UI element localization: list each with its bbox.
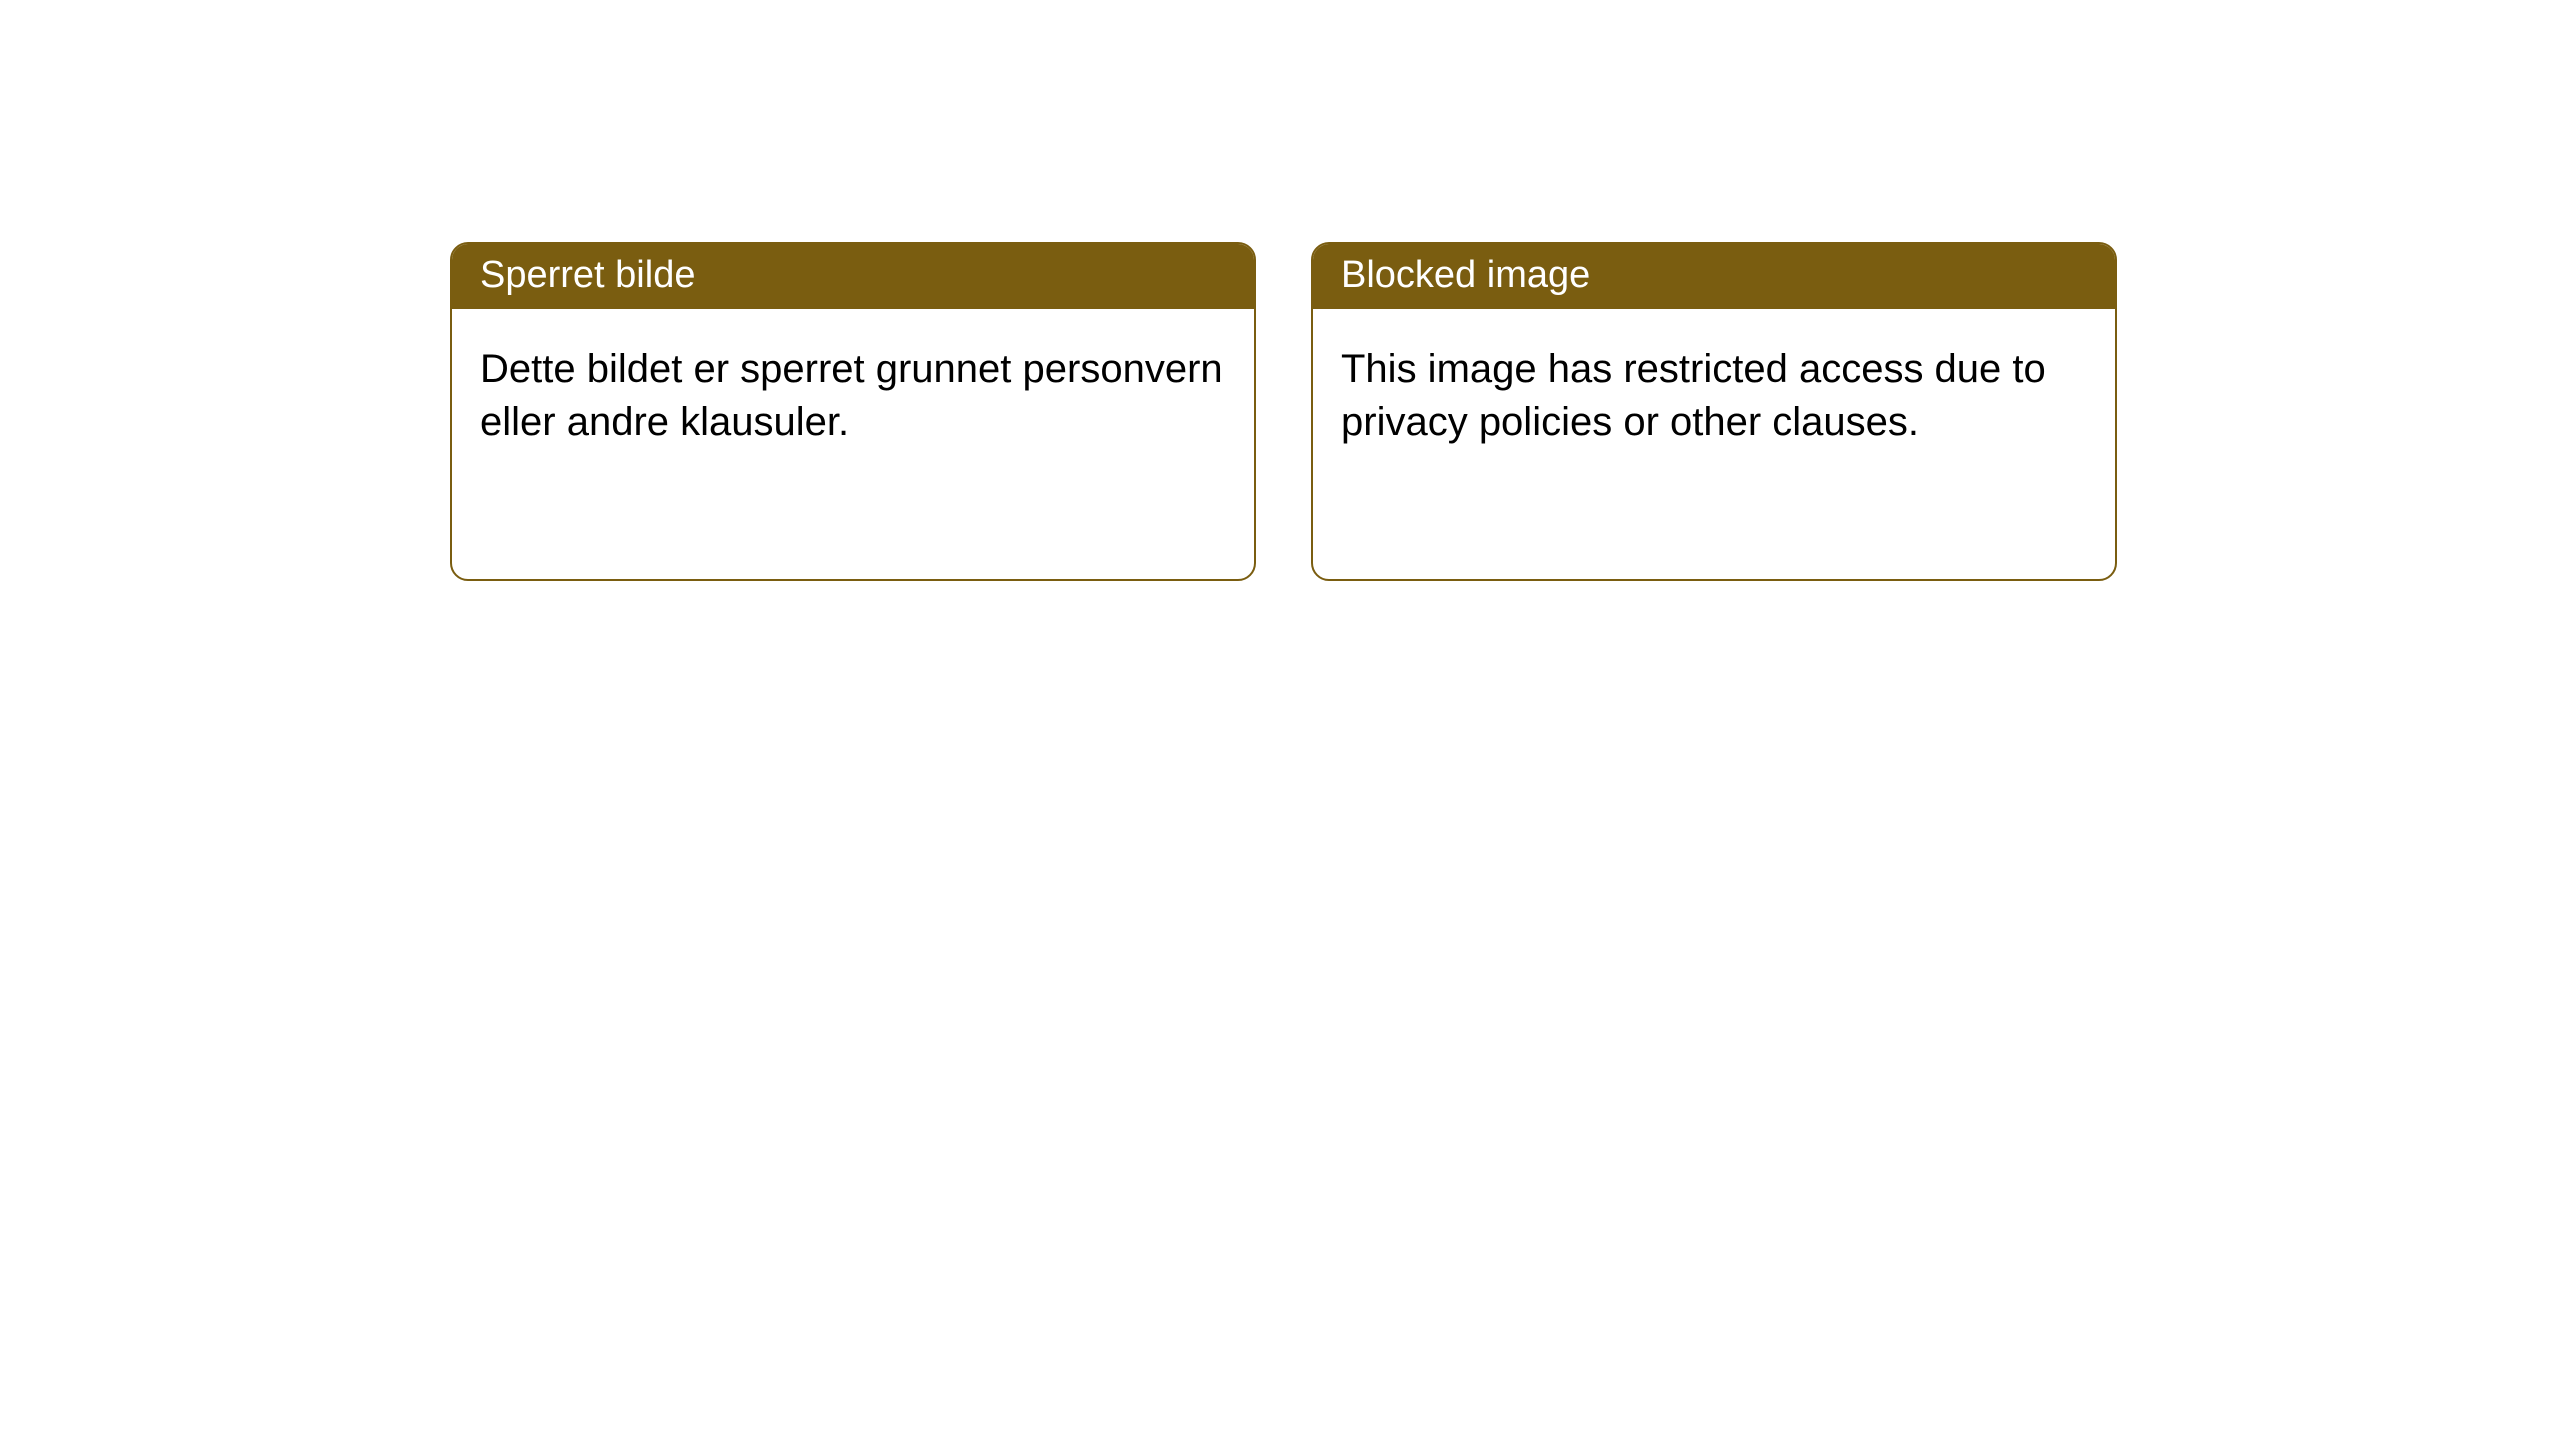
panel-title: Blocked image [1341,254,1590,296]
panel-body-text: Dette bildet er sperret grunnet personve… [480,347,1223,444]
panel-title: Sperret bilde [480,254,695,296]
blocked-image-panel-en: Blocked image This image has restricted … [1311,242,2117,581]
panels-container: Sperret bilde Dette bildet er sperret gr… [0,0,2560,581]
panel-header: Blocked image [1313,244,2115,309]
panel-body-text: This image has restricted access due to … [1341,347,2046,444]
panel-body: This image has restricted access due to … [1313,309,2115,579]
panel-header: Sperret bilde [452,244,1254,309]
panel-body: Dette bildet er sperret grunnet personve… [452,309,1254,579]
blocked-image-panel-no: Sperret bilde Dette bildet er sperret gr… [450,242,1256,581]
